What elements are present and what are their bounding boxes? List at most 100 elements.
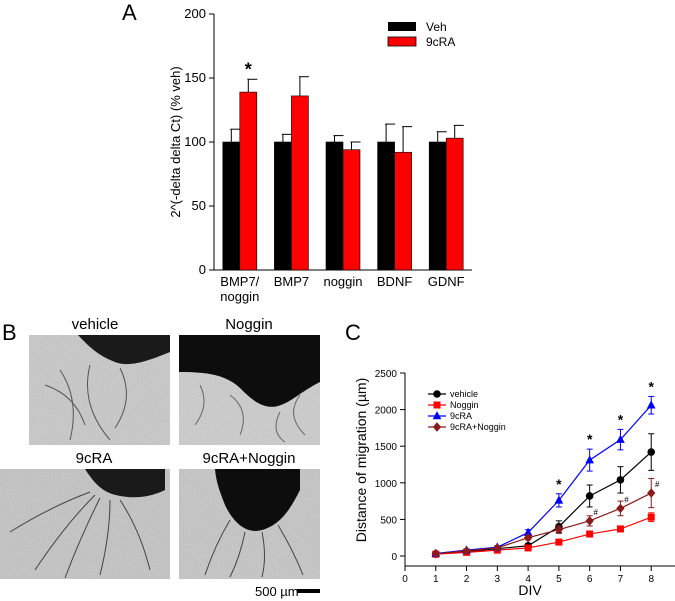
micrograph-vehicle [29,335,170,445]
bar-chart-y-tick-label: 0 [199,262,206,277]
line-chart-x-tick-label: 6 [587,574,593,585]
micrograph-noggin [179,335,320,445]
bar-veh-bmp7 [274,141,292,271]
bar-chart-x-tick-label: BMP7/noggin [220,274,259,304]
data-point-9cra [646,400,656,409]
micrograph-title-noggin: Noggin [225,316,273,333]
line-chart-y-tick-label: 2500 [375,369,398,380]
bar-chart-x-tick-label: GDNF [428,274,465,289]
line-chart-y-tick-label: 1000 [375,479,398,490]
legend-swatch-veh [388,22,416,31]
legend-label-veh: Veh [426,20,447,34]
legend-label-noggin: Noggin [450,400,479,410]
data-point-vehicle [585,492,594,500]
bar-chart-legend: Veh 9cRA [387,20,455,49]
micrograph-9cra [0,469,170,579]
line-chart-x-tick-label: 5 [556,574,562,585]
bar-chart-x-tick-label: noggin [323,274,362,289]
data-point-9cra-noggin [647,488,656,498]
data-point-9cra-noggin [431,549,440,559]
bar-9cra-bdnf [394,151,412,271]
data-point-9cra-noggin [493,543,502,553]
line-chart-y-tick-label: 1500 [375,442,398,453]
line-chart-x-tick-label: 1 [433,574,439,585]
legend-marker-vehicle [433,390,441,398]
bar-chart-y-tick-label: 200 [184,6,206,21]
panel-label-b: B [2,320,17,345]
significance-hash: # [655,480,660,489]
data-point-noggin [586,530,594,538]
data-point-vehicle [616,476,625,484]
legend-marker-noggin [433,401,441,409]
line-chart-x-axis-title: DIV [518,582,542,598]
panel-label-a: A [122,0,137,25]
line-chart: Distance of migration (µm) DIV 0 500 1000 1… [353,369,675,598]
bar-chart-x-tick-label: BMP7 [274,274,309,289]
bar-veh-gdnf [428,141,447,271]
bar-9cra-gdnf [445,137,464,271]
significance-star: * [556,476,562,492]
data-point-9cra-noggin [554,524,564,535]
significance-star: * [245,59,252,79]
scale-bar [297,589,320,593]
panel-label-c: C [345,320,361,345]
data-point-9cra-noggin [523,532,533,543]
bar-chart-x-tick-label: BDNF [377,274,412,289]
bar-9cra-noggin [342,149,361,271]
micrograph-9cra-noggin [179,469,320,579]
significance-star: * [618,411,624,427]
data-point-9cra-noggin [462,546,471,556]
line-chart-x-tick-label: 0 [402,574,408,585]
legend-label-9cra: 9cRA [450,411,472,421]
data-point-noggin [647,513,655,521]
series-line-9cra-noggin [435,492,652,555]
legend-marker-9cra [432,411,442,420]
legend-label-9cra-noggin: 9cRA+Noggin [450,422,506,432]
significance-hash: # [593,508,598,517]
bar-chart-y-tick-label: 50 [192,198,206,213]
line-chart-x-tick-label: 2 [464,574,470,585]
bar-veh-bdnf [377,141,395,271]
line-chart-y-tick-label: 2000 [375,406,398,417]
micrograph-title-9cra-noggin: 9cRA+Noggin [203,450,296,467]
data-point-9cra [616,434,625,443]
data-point-9cra-noggin [616,503,625,514]
micrograph-title-9cra: 9cRA [76,450,113,467]
line-chart-y-tick-label: 0 [391,552,397,563]
micrograph-title-vehicle: vehicle [72,316,119,333]
line-chart-x-tick-label: 7 [618,574,624,585]
micrograph-panel: vehicle Noggin 9cRA 9cRA+Noggin [0,316,320,599]
scale-bar-label: 500 µm [255,584,299,599]
significance-star: * [587,431,593,447]
data-point-9cra-noggin [585,516,594,526]
bar-chart-y-axis-title: 2^(-delta delta Ct) (% veh) [168,66,183,217]
series-vehicle [431,433,656,558]
series-line-9cra [435,404,652,555]
bar-veh-noggin [325,141,344,271]
bar-9cra-bmp7 [291,95,309,271]
data-point-noggin [524,544,532,552]
data-point-9cra [585,455,594,464]
series-9cra-noggin [431,477,656,559]
significance-hash: # [624,495,629,504]
bar-9cra-bmp7-noggin [239,91,258,271]
line-chart-x-tick-label: 3 [495,574,501,585]
line-chart-x-tick-label: 8 [648,574,654,585]
line-chart-x-tick-label: 4 [525,574,531,585]
legend-marker-9cra-noggin [432,422,442,432]
data-point-noggin [555,538,563,546]
legend-swatch-9cra [387,36,417,47]
data-point-9cra [554,495,564,504]
line-chart-y-tick-label: 500 [380,515,397,526]
series-line-noggin [435,516,652,555]
data-point-vehicle [647,448,656,456]
bar-chart-y-tick-label: 150 [184,70,206,85]
bar-chart: 2^(-delta delta Ct) (% veh) 0 50 100 150 200… [168,6,472,304]
series-line-vehicle [435,451,652,555]
significance-star: * [648,378,654,394]
line-chart-y-axis-title: Distance of migration (µm) [353,378,369,542]
data-point-noggin [616,525,624,533]
legend-label-vehicle: vehicle [450,389,478,399]
